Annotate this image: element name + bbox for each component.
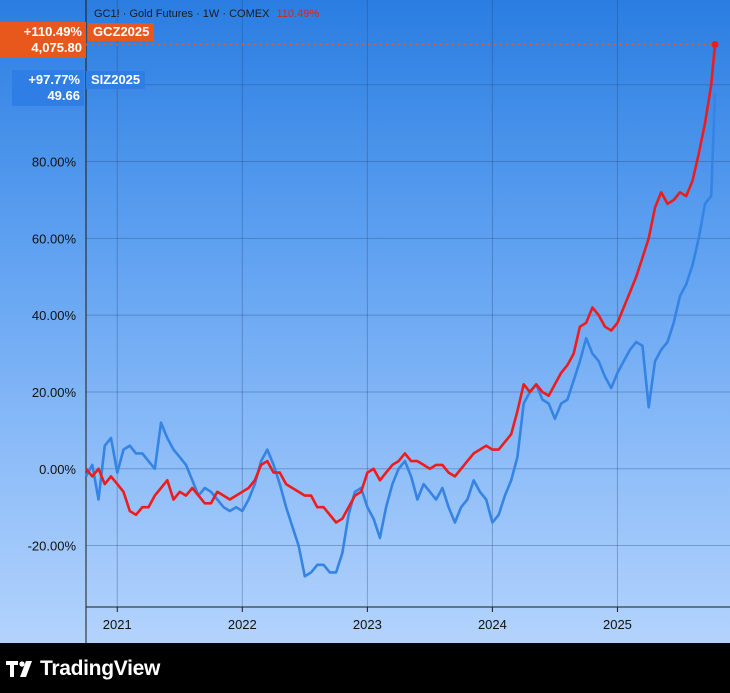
chart-header: GC1! · Gold Futures · 1W · COMEX 110.49% [94, 8, 319, 20]
grid-layer [86, 0, 730, 607]
gold-badge-pct: +110.49% [23, 24, 82, 39]
gold-last-value-dot [711, 40, 719, 48]
silver-symbol-tag: SIZ2025 [86, 71, 146, 89]
brand-name: TradingView [40, 657, 161, 680]
x-tick-label: 2025 [603, 617, 632, 632]
y-tick-label: 80.00% [32, 155, 77, 170]
y-tick-label: 60.00% [32, 231, 77, 246]
silver-badge-pct: +97.77% [28, 72, 80, 87]
series-line-gcz2025 [84, 44, 717, 524]
x-tick-label: 2022 [228, 617, 257, 632]
x-tick-label: 2021 [103, 617, 132, 632]
footer-bar: TradingView [0, 643, 730, 693]
gold-badge-price: 4,075.80 [31, 40, 82, 55]
series-line-siz2025 [84, 93, 717, 578]
gold-price-badge: +110.49% 4,075.80 [0, 22, 86, 58]
silver-badge-price: 49.66 [47, 88, 80, 103]
brand-logo[interactable]: TradingView [6, 657, 160, 681]
y-tick-label: 40.00% [32, 308, 77, 323]
header-change-pct: 110.49% [276, 8, 320, 20]
tradingview-logo-icon [6, 661, 32, 677]
silver-price-badge: +97.77% 49.66 [12, 70, 84, 106]
chart-plot[interactable]: -20.00%0.00%20.00%40.00%60.00%80.00%100.… [0, 0, 730, 643]
symbol-info: GC1! · Gold Futures · 1W · COMEX [94, 8, 270, 20]
chart-background [0, 0, 730, 643]
x-tick-label: 2024 [478, 617, 507, 632]
axis-layer: -20.00%0.00%20.00%40.00%60.00%80.00%100.… [25, 0, 730, 643]
y-tick-label: 20.00% [32, 385, 77, 400]
y-tick-label: 0.00% [39, 462, 76, 477]
gold-symbol-tag: GCZ2025 [88, 23, 155, 41]
x-tick-label: 2023 [353, 617, 382, 632]
y-tick-label: -20.00% [28, 539, 77, 554]
series-layer [84, 44, 717, 578]
